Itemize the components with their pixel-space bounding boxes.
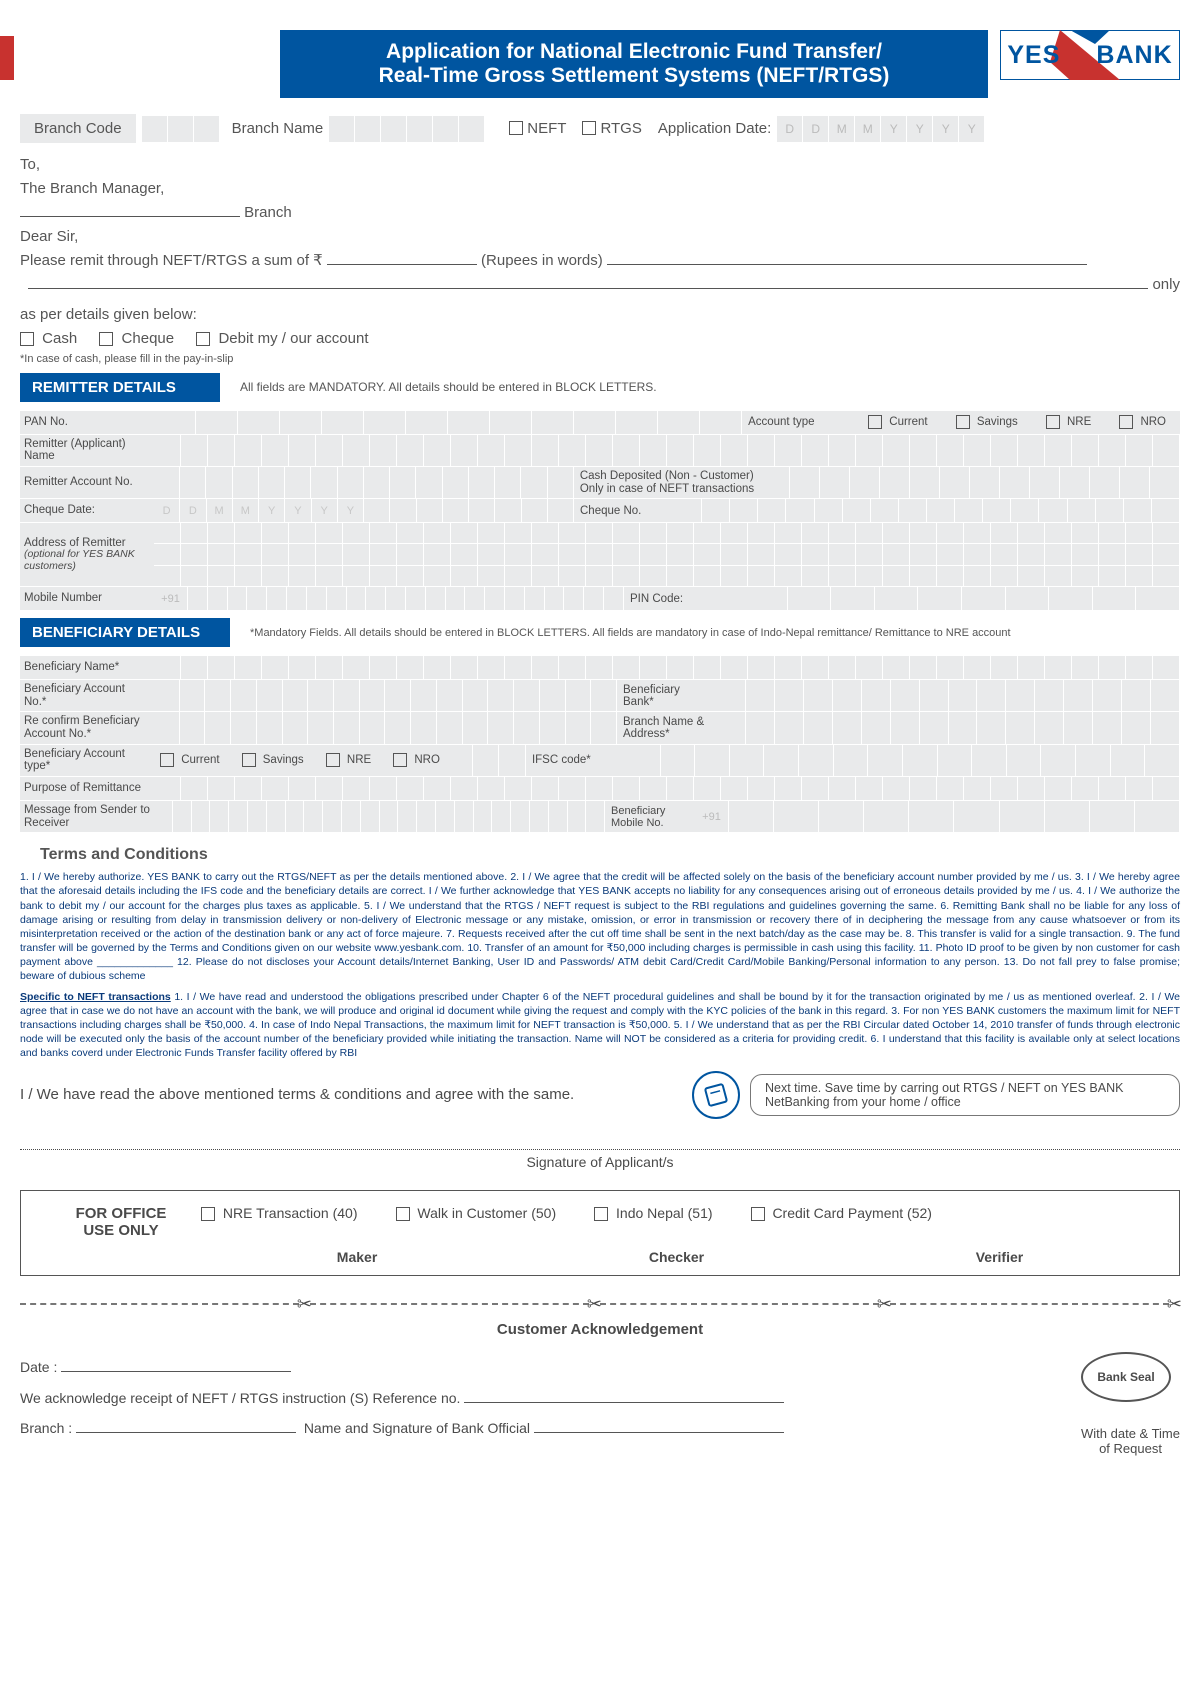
address-row-2[interactable] (154, 544, 1180, 565)
cash-dep-cells[interactable] (760, 467, 1180, 498)
branch-name-label: Branch Name (232, 120, 324, 137)
signature-line (20, 1149, 1180, 1150)
cash-check[interactable]: Cash (20, 330, 77, 347)
b-nre-check[interactable]: NRE (320, 745, 377, 776)
pan-row: PAN No. Account type Current Savings NRE… (20, 410, 1180, 434)
office-box: FOR OFFICE USE ONLY NRE Transaction (40)… (20, 1190, 1180, 1276)
nre-check[interactable]: NRE (1040, 411, 1097, 434)
ack-branch-blank[interactable] (76, 1432, 296, 1433)
nro-check[interactable]: NRO (1113, 411, 1180, 434)
tc-para-1: 1. I / We hereby authorize. YES BANK to … (20, 870, 1180, 983)
b-nro-check[interactable]: NRO (387, 745, 446, 776)
tc-header: Terms and Conditions (40, 846, 1180, 864)
cut-line: ✂ ✂ ✂ ✂ (20, 1294, 1180, 1315)
top-row: Branch Code Branch Name NEFT RTGS Applic… (20, 114, 1180, 143)
msg-cells[interactable] (154, 801, 605, 832)
checker-label: Checker (649, 1249, 704, 1265)
signature-label: Signature of Applicant/s (20, 1154, 1180, 1170)
purpose-cells[interactable] (154, 777, 1180, 800)
current-check[interactable]: Current (862, 411, 934, 434)
dear-line: Dear Sir, (20, 225, 1180, 249)
netbank-text: Next time. Save time by carring out RTGS… (750, 1074, 1180, 1116)
indo-check[interactable]: Indo Nepal (51) (594, 1205, 712, 1221)
verifier-label: Verifier (976, 1249, 1023, 1265)
title-line-2: Real-Time Gross Settlement Systems (NEFT… (304, 64, 964, 88)
maker-label: Maker (337, 1249, 377, 1265)
remitter-name-cells[interactable] (154, 435, 1180, 466)
ack-official-blank[interactable] (534, 1432, 784, 1433)
remitter-note: All fields are MANDATORY. All details sh… (240, 380, 657, 394)
nre-trans-check[interactable]: NRE Transaction (40) (201, 1205, 358, 1221)
ben-mobile-cells[interactable] (729, 801, 1180, 832)
words-blank-2[interactable] (28, 288, 1148, 289)
walk-check[interactable]: Walk in Customer (50) (396, 1205, 557, 1221)
amount-blank[interactable] (327, 264, 477, 265)
cheque-no-cells[interactable] (674, 499, 1180, 522)
branch-code-cells[interactable] (142, 116, 220, 142)
agree-text: I / We have read the above mentioned ter… (20, 1086, 682, 1103)
words-blank[interactable] (607, 264, 1087, 265)
mobile-cells[interactable] (188, 587, 624, 610)
scissor-icon: ✂ (1167, 1294, 1182, 1315)
tc-para-2: Specific to NEFT transactions 1. I / We … (20, 990, 1180, 1061)
ben-bank-cells[interactable] (717, 680, 1180, 711)
app-date-cells[interactable]: DDMMYYYY (777, 116, 985, 142)
ifsc-cells[interactable] (626, 745, 1180, 776)
ben-name-cells[interactable] (154, 656, 1180, 679)
branch-blank[interactable] (20, 216, 240, 217)
b-current-check[interactable]: Current (154, 745, 226, 776)
mobile-prefix: +91 (154, 587, 188, 610)
ack-ref-blank[interactable] (464, 1402, 784, 1403)
red-accent-bar (0, 36, 14, 80)
manager-line: The Branch Manager, (20, 177, 1180, 201)
remitter-header: REMITTER DETAILS (20, 373, 220, 402)
neft-check[interactable]: NEFT (509, 120, 566, 138)
app-date-label: Application Date: (658, 120, 771, 137)
branch-code-label: Branch Code (20, 114, 136, 143)
netbank-icon (692, 1071, 740, 1119)
cash-note: *In case of cash, please fill in the pay… (20, 351, 1180, 369)
rtgs-check[interactable]: RTGS (582, 120, 641, 138)
logo-yes: YES (1007, 41, 1060, 70)
pan-cells[interactable] (154, 411, 742, 434)
ben-reconf-cells[interactable] (154, 712, 617, 743)
logo-bank: BANK (1096, 41, 1172, 70)
beneficiary-note: *Mandatory Fields. All details should be… (250, 627, 1011, 639)
form-title: Application for National Electronic Fund… (280, 30, 988, 98)
cheque-date-cells[interactable]: DDMMYYYY (154, 499, 574, 522)
header: Application for National Electronic Fund… (20, 30, 1180, 98)
ben-branch-cells[interactable] (717, 712, 1180, 743)
savings-check[interactable]: Savings (950, 411, 1024, 434)
remitter-acct-cells[interactable] (154, 467, 574, 498)
title-line-1: Application for National Electronic Fund… (304, 40, 964, 64)
ack-date-blank[interactable] (61, 1371, 291, 1372)
address-row-3[interactable] (154, 566, 1180, 586)
yesbank-logo: YES BANK (1000, 30, 1180, 80)
letter-body: To, The Branch Manager, Branch Dear Sir,… (20, 153, 1180, 369)
beneficiary-header: BENEFICIARY DETAILS (20, 618, 230, 647)
cheque-check[interactable]: Cheque (99, 330, 174, 347)
to-line: To, (20, 153, 1180, 177)
b-savings-check[interactable]: Savings (236, 745, 310, 776)
debit-check[interactable]: Debit my / our account (196, 330, 368, 347)
branch-name-cells[interactable] (329, 116, 485, 142)
pin-cells[interactable] (744, 587, 1180, 610)
address-row-1[interactable] (154, 523, 1180, 544)
ben-acct-cells[interactable] (154, 680, 617, 711)
cc-check[interactable]: Credit Card Payment (52) (751, 1205, 932, 1221)
ack-header: Customer Acknowledgement (20, 1321, 1180, 1338)
bank-seal: Bank Seal (1081, 1352, 1171, 1402)
